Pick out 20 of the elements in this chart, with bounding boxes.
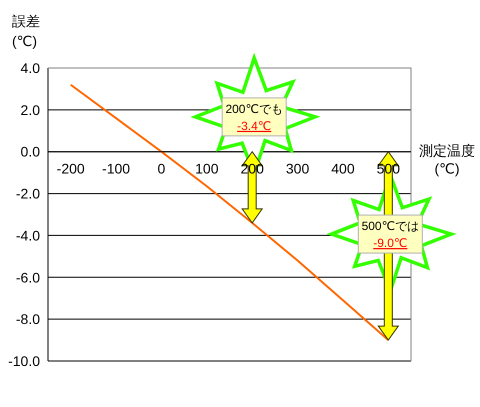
- y-tick-label: -6.0: [16, 269, 40, 286]
- x-tick-label: 300: [286, 160, 310, 177]
- x-tick-label: -200: [56, 160, 85, 177]
- x-axis-title: 測定温度 (℃): [419, 142, 475, 177]
- annotation: -3.4℃: [237, 118, 272, 133]
- y-tick-label: -8.0: [16, 311, 40, 328]
- y-tick-label: 2.0: [20, 102, 40, 118]
- y-tick-label: -10.0: [8, 352, 40, 369]
- y-tick-label: -2.0: [16, 186, 40, 202]
- x-tick-label: 100: [195, 160, 219, 177]
- y-tick-label: 0.0: [20, 144, 40, 160]
- annotation: 500℃では: [362, 219, 420, 234]
- x-tick-label: 0: [158, 160, 166, 177]
- x-tick-label: -100: [102, 160, 130, 177]
- annotation: -9.0℃: [373, 236, 408, 250]
- annotation: 200℃でも: [225, 102, 283, 116]
- y-axis-title: 誤差 (℃): [12, 13, 40, 49]
- y-tick-label: 4.0: [20, 60, 40, 76]
- x-tick-label: 400: [331, 160, 355, 177]
- y-tick-label: -4.0: [16, 227, 40, 244]
